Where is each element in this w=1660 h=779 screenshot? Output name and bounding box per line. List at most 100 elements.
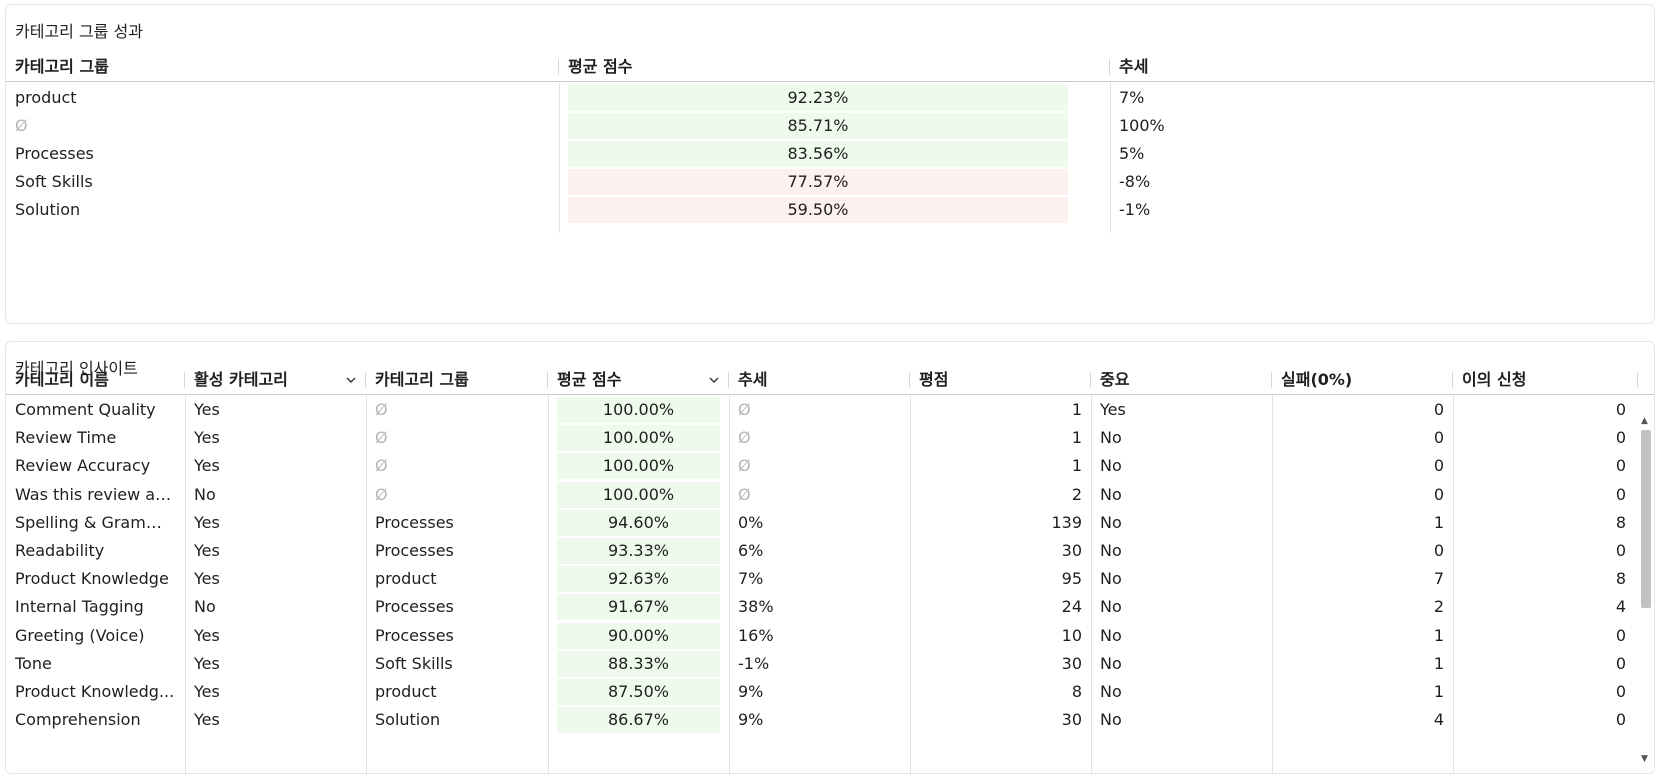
table-row[interactable]: Tone Yes Soft Skills 88.33% -1% 30 No 1 0 [6,650,1638,678]
trend-cell: 7% [1119,88,1145,107]
category-insights-panel: 카테고리 인사이트 카테고리 이름 활성 카테고리 카테고리 그룹 평균 점수 … [5,341,1655,774]
average-score-cell: 94.60% [557,509,720,536]
table-row[interactable]: Spelling & Grammar Yes Processes 94.60% 0% 13… [6,509,1638,537]
table-row[interactable]: Comprehension Yes Solution 86.67% 9% 30 No 4 0 [6,706,1638,734]
trend-cell: Ø [738,456,751,476]
ratings-cell: 2 [1071,484,1082,504]
table-row[interactable]: Internal Tagging No Processes 91.67% 38% 24 No… [6,593,1638,621]
trend-cell: 5% [1119,144,1145,163]
table-row[interactable]: Readability Yes Processes 93.33% 6% 30 No 0 0 [6,537,1638,565]
fail-cell: 1 [1433,682,1444,701]
trend-cell: -1% [1119,200,1151,219]
average-score-cell: 100.00% [557,397,720,423]
active-category-cell: Yes [194,541,220,560]
category-group-cell: product [15,88,77,107]
column-header-average-score[interactable]: 평균 점수 [559,52,1110,82]
table-row[interactable]: product 92.23% 7% [6,84,1656,112]
ratings-cell: 1 [1071,400,1082,419]
critical-cell: No [1100,625,1122,645]
table-row[interactable]: Comment Quality Yes Ø 100.00% Ø 1 Yes 0 0 [6,396,1638,424]
ratings-cell: 95 [1061,569,1082,589]
fail-cell: 0 [1433,428,1444,448]
table-row[interactable]: Review Time Yes Ø 100.00% Ø 1 No 0 0 [6,424,1638,452]
table-row[interactable]: Product Knowledg... Yes product 87.50% 9% 8 No… [6,678,1638,706]
trend-cell: Ø [738,428,751,448]
trend-cell: 7% [738,569,764,589]
column-header-active-category[interactable]: 활성 카테고리 [185,365,366,395]
column-header-trend[interactable]: 추세 [1119,57,1149,76]
column-header-disputes[interactable]: 이의 신청 [1453,365,1638,395]
category-name-cell: Spelling & Grammar [15,512,178,532]
fail-cell: 2 [1433,597,1444,617]
trend-cell: 0% [738,512,764,532]
column-header-fail[interactable]: 실패(0%) [1272,365,1453,395]
table-row[interactable]: Review Accuracy Yes Ø 100.00% Ø 1 No 0 0 [6,452,1638,480]
ratings-cell: 30 [1061,710,1082,730]
average-score-cell: 93.33% [557,538,720,564]
table-row[interactable]: Product Knowledge Yes product 92.63% 7% 95 No 7… [6,565,1638,593]
average-score-cell: 85.71% [568,113,1068,139]
table-row[interactable]: Soft Skills 77.57% -8% [6,168,1656,196]
column-header-category-group[interactable]: 카테고리 그룹 [366,365,548,395]
average-score-cell: 92.23% [568,85,1068,111]
active-category-cell: Yes [194,569,220,589]
caret-down-icon[interactable]: ▼ [1641,754,1648,764]
trend-cell: 9% [738,710,764,730]
column-header-ratings[interactable]: 평점 [910,365,1091,395]
category-name-cell: Tone [15,653,52,673]
ratings-cell: 10 [1061,625,1082,645]
average-score-cell: 88.33% [557,650,720,677]
category-group-cell: Ø [375,400,388,419]
category-group-cell: Processes [15,144,94,163]
column-header-trend[interactable]: 추세 [729,365,910,395]
average-score-cell: 77.57% [568,169,1068,195]
ratings-cell: 1 [1071,456,1082,476]
caret-up-icon[interactable]: ▲ [1641,416,1648,426]
trend-cell: 9% [738,682,764,701]
active-category-cell: Yes [194,625,220,645]
average-score-cell: 100.00% [557,453,720,480]
table-row[interactable]: Processes 83.56% 5% [6,140,1656,168]
critical-cell: No [1100,597,1122,617]
column-header-category-group[interactable]: 카테고리 그룹 [6,52,559,82]
disputes-cell: 0 [1615,682,1626,701]
category-group-cell: Processes [375,512,454,532]
column-header-category-name[interactable]: 카테고리 이름 [6,365,185,395]
active-category-cell: Yes [194,456,220,476]
trend-cell: 6% [738,541,764,560]
category-group-cell: Processes [375,625,454,645]
fail-cell: 0 [1433,484,1444,504]
fail-cell: 1 [1433,625,1444,645]
category-group-cell: Ø [375,456,388,476]
table-row[interactable]: Solution 59.50% -1% [6,196,1656,224]
vertical-scrollbar[interactable]: ▲ ▼ [1638,414,1652,766]
table-row[interactable]: Was this review ac... No Ø 100.00% Ø 2 No 0 0 [6,481,1638,509]
table-header: 카테고리 그룹 평균 점수 추세 [6,52,1654,82]
column-header-average-score[interactable]: 평균 점수 [548,365,729,395]
chevron-down-icon[interactable] [346,365,356,406]
critical-cell: No [1100,456,1122,476]
disputes-cell: 8 [1615,569,1626,589]
disputes-cell: 8 [1615,512,1626,532]
scrollbar-thumb[interactable] [1641,430,1651,608]
chevron-down-icon[interactable] [709,365,719,406]
fail-cell: 1 [1433,512,1444,532]
fail-cell: 1 [1433,653,1444,673]
table-row[interactable]: Greeting (Voice) Yes Processes 90.00% 16% 10 N… [6,622,1638,650]
category-group-cell: Ø [375,428,388,448]
category-group-performance-panel: 카테고리 그룹 성과 카테고리 그룹 평균 점수 추세 product 92.23… [5,4,1655,324]
average-score-cell: 86.67% [557,707,720,734]
critical-cell: No [1100,428,1122,448]
ratings-cell: 8 [1071,682,1082,701]
column-header-critical[interactable]: 중요 [1091,365,1272,395]
category-group-cell: product [375,682,437,701]
category-name-cell: Was this review ac... [15,484,180,504]
category-name-cell: Comprehension [15,710,141,730]
critical-cell: No [1100,569,1122,589]
critical-cell: No [1100,653,1122,673]
trend-cell: Ø [738,484,751,504]
category-name-cell: Review Time [15,428,117,448]
table-row[interactable]: Ø 85.71% 100% [6,112,1656,140]
disputes-cell: 4 [1615,597,1626,617]
disputes-cell: 0 [1615,653,1626,673]
